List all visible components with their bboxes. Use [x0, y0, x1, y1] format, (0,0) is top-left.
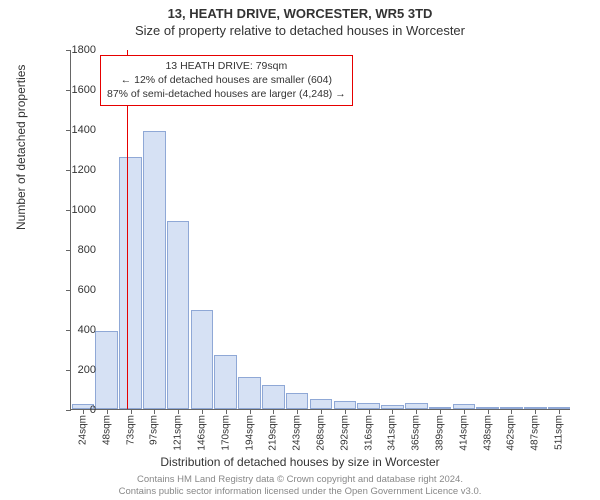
- y-tick-label: 1000: [56, 204, 96, 216]
- x-tick-label: 243sqm: [292, 415, 303, 451]
- x-tick-label: 170sqm: [220, 415, 231, 451]
- x-tick-label: 268sqm: [316, 415, 327, 451]
- x-tick-label: 341sqm: [387, 415, 398, 451]
- x-tickmark: [392, 409, 393, 414]
- property-info-box: 13 HEATH DRIVE: 79sqm← 12% of detached h…: [100, 55, 353, 106]
- y-tick-label: 1600: [56, 84, 96, 96]
- y-tick-label: 200: [56, 364, 96, 376]
- x-tick-label: 219sqm: [268, 415, 279, 451]
- x-tick-label: 146sqm: [196, 415, 207, 451]
- x-tickmark: [202, 409, 203, 414]
- x-tickmark: [345, 409, 346, 414]
- x-tickmark: [464, 409, 465, 414]
- x-tickmark: [440, 409, 441, 414]
- page-title: 13, HEATH DRIVE, WORCESTER, WR5 3TD: [0, 0, 600, 21]
- x-tickmark: [107, 409, 108, 414]
- x-tick-label: 414sqm: [458, 415, 469, 451]
- histogram-bar: [143, 131, 166, 409]
- x-tickmark: [535, 409, 536, 414]
- x-tickmark: [488, 409, 489, 414]
- x-tick-label: 365sqm: [411, 415, 422, 451]
- info-box-line: ← 12% of detached houses are smaller (60…: [107, 73, 346, 87]
- x-tick-label: 194sqm: [244, 415, 255, 451]
- histogram-bar: [191, 310, 214, 409]
- histogram-bar: [167, 221, 190, 409]
- histogram-bar: [214, 355, 237, 409]
- page-subtitle: Size of property relative to detached ho…: [0, 21, 600, 42]
- y-tick-label: 0: [56, 404, 96, 416]
- x-tickmark: [511, 409, 512, 414]
- histogram-bar: [238, 377, 261, 409]
- info-box-line: 87% of semi-detached houses are larger (…: [107, 87, 346, 101]
- info-box-line: 13 HEATH DRIVE: 79sqm: [107, 59, 346, 73]
- y-tick-label: 1800: [56, 44, 96, 56]
- y-tick-label: 600: [56, 284, 96, 296]
- x-tick-label: 73sqm: [125, 415, 136, 445]
- x-tick-label: 389sqm: [435, 415, 446, 451]
- histogram-bar: [119, 157, 142, 409]
- footer-line: Contains HM Land Registry data © Crown c…: [0, 474, 600, 485]
- footer-attribution: Contains HM Land Registry data © Crown c…: [0, 474, 600, 497]
- x-tickmark: [226, 409, 227, 414]
- x-tick-label: 438sqm: [482, 415, 493, 451]
- histogram-bar: [95, 331, 118, 409]
- x-tickmark: [416, 409, 417, 414]
- x-tick-label: 462sqm: [506, 415, 517, 451]
- x-tickmark: [321, 409, 322, 414]
- x-tick-label: 316sqm: [363, 415, 374, 451]
- x-tickmark: [154, 409, 155, 414]
- x-axis-label: Distribution of detached houses by size …: [0, 455, 600, 469]
- x-tick-label: 487sqm: [530, 415, 541, 451]
- histogram-bar: [310, 399, 333, 409]
- x-tickmark: [297, 409, 298, 414]
- x-tickmark: [369, 409, 370, 414]
- y-tick-label: 400: [56, 324, 96, 336]
- x-tick-label: 511sqm: [554, 415, 565, 450]
- y-tick-label: 1200: [56, 164, 96, 176]
- y-axis-label: Number of detached properties: [14, 65, 28, 230]
- x-tick-label: 292sqm: [339, 415, 350, 451]
- x-tick-label: 121sqm: [173, 415, 184, 451]
- x-tickmark: [250, 409, 251, 414]
- x-tickmark: [559, 409, 560, 414]
- x-tick-label: 48sqm: [101, 415, 112, 445]
- x-tickmark: [178, 409, 179, 414]
- y-tick-label: 1400: [56, 124, 96, 136]
- footer-line: Contains public sector information licen…: [0, 486, 600, 497]
- x-tickmark: [273, 409, 274, 414]
- histogram-bar: [334, 401, 357, 409]
- x-tick-label: 97sqm: [149, 415, 160, 445]
- histogram-bar: [286, 393, 309, 409]
- x-tickmark: [131, 409, 132, 414]
- y-tick-label: 800: [56, 244, 96, 256]
- x-tick-label: 24sqm: [77, 415, 88, 445]
- histogram-bar: [262, 385, 285, 409]
